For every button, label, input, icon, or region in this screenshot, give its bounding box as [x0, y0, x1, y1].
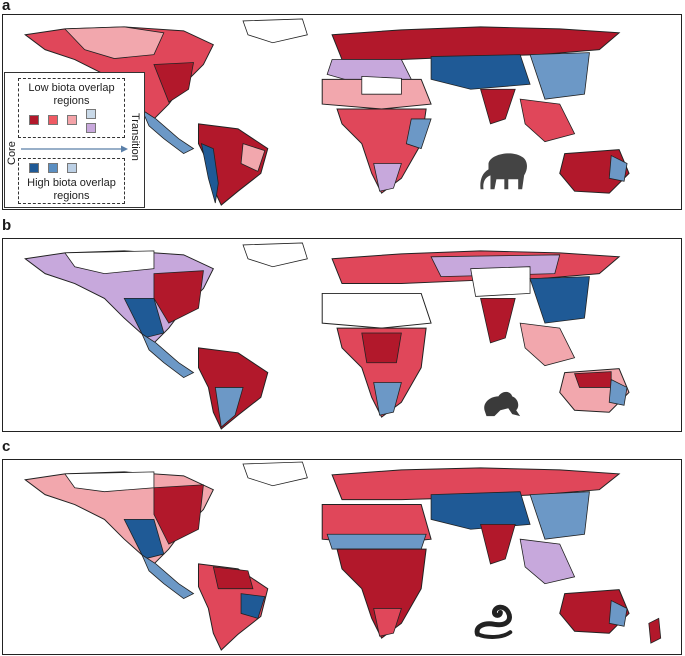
region-greenland [242, 461, 308, 487]
region-australia-north [574, 371, 612, 388]
region-southern-africa [373, 382, 402, 416]
region-greenland [242, 242, 308, 268]
legend-swatch-high-1 [29, 163, 39, 173]
region-us-east [153, 270, 204, 324]
region-southern-africa [373, 608, 402, 637]
legend-high-title: High biota overlap regions [27, 177, 116, 202]
legend-swatch-low-2 [48, 115, 58, 125]
region-india [480, 523, 516, 565]
region-us-east [153, 62, 195, 103]
region-australia-east [608, 599, 628, 627]
region-sub-saharan [336, 327, 427, 418]
legend-swatch-low-1 [29, 115, 39, 125]
legend: Low biota overlap regions Core Transitio… [4, 72, 145, 208]
region-se-asia [519, 538, 576, 585]
region-se-asia [519, 322, 576, 367]
world-map-b [24, 242, 630, 430]
region-central-asia [430, 54, 531, 90]
region-central-america [141, 332, 195, 379]
region-southern-africa [373, 163, 402, 192]
axis-transition-label: Transition [129, 113, 141, 161]
region-india [480, 88, 516, 125]
panel-label-a: a [2, 0, 11, 14]
region-eurasia-north [331, 467, 621, 501]
legend-swatch-low-4 [86, 109, 96, 119]
region-canada [64, 471, 155, 493]
region-sub-saharan [336, 548, 427, 639]
region-east-asia [529, 491, 590, 540]
region-amazon [212, 566, 254, 590]
map-panel-c [2, 459, 682, 655]
region-central-america [141, 108, 195, 155]
world-map-c [24, 461, 662, 651]
region-sahara [361, 75, 402, 95]
region-congo [361, 332, 402, 364]
snake-silhouette [474, 604, 513, 639]
region-new-zealand [648, 617, 662, 644]
region-brazil-east [240, 593, 266, 619]
frog-silhouette [484, 391, 521, 417]
region-east-africa [405, 118, 432, 150]
core-transition-arrow [21, 145, 128, 153]
region-sahel [326, 533, 427, 550]
axis-core-label: Core [6, 141, 18, 165]
legend-swatch-high-2 [48, 163, 58, 173]
legend-swatch-high-3 [67, 163, 77, 173]
region-canada [64, 250, 155, 275]
elephant-silhouette [480, 153, 527, 190]
region-andes [200, 143, 219, 204]
region-india [480, 297, 516, 344]
region-east-asia [529, 52, 590, 100]
region-south-cone [214, 387, 244, 428]
region-mexico [123, 518, 165, 560]
region-canada [63, 26, 165, 59]
map-panel-b [2, 238, 682, 432]
region-mexico [123, 297, 165, 339]
region-central-america [141, 553, 195, 600]
legend-low-group: Low biota overlap regions [18, 78, 125, 138]
region-australia-east [608, 378, 628, 406]
region-central-asia [430, 491, 531, 530]
region-us-east [153, 484, 204, 545]
region-east-asia [529, 276, 590, 324]
region-greenland [242, 18, 308, 44]
region-central-asia-blank [470, 266, 531, 297]
legend-swatch-low-5 [86, 123, 96, 133]
panel-label-b: b [2, 217, 12, 234]
legend-low-title: Low biota overlap regions [28, 82, 115, 107]
map-panel-a [2, 14, 682, 210]
panel-label-c: c [2, 438, 11, 455]
legend-swatch-low-3 [67, 115, 77, 125]
region-australia-east [608, 154, 628, 182]
region-brazil-east [240, 143, 266, 172]
region-north-africa [321, 292, 432, 329]
region-se-asia [519, 98, 576, 143]
legend-high-group: High biota overlap regions [18, 158, 125, 204]
